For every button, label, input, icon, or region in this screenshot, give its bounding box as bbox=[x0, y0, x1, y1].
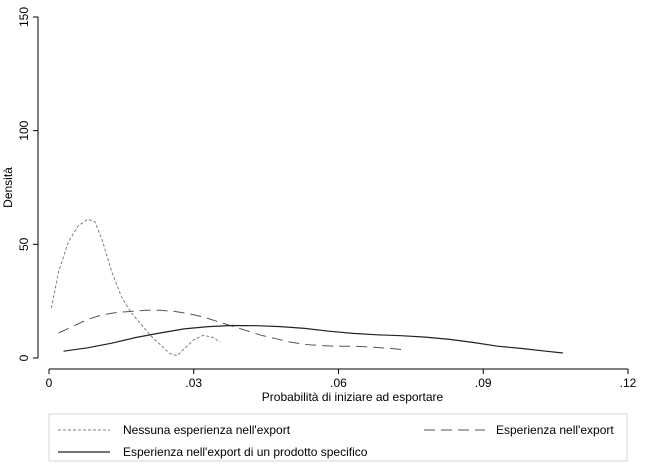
x-axis-title: Probabilità di iniziare ad esportare bbox=[262, 390, 444, 404]
legend-label-1: Nessuna esperienza nell'export bbox=[123, 423, 291, 437]
x-tick-label: 0 bbox=[46, 376, 53, 390]
x-tick-label: .06 bbox=[330, 376, 347, 390]
series-layer bbox=[50, 218, 563, 357]
x-tick-label: .12 bbox=[620, 376, 637, 390]
y-tick-label: 100 bbox=[17, 120, 31, 140]
series-line-2 bbox=[58, 309, 407, 351]
y-tick-label: 0 bbox=[17, 354, 31, 361]
legend-box bbox=[48, 413, 628, 462]
axes: 0 .03 .06 .09 .12 0 50 100 150 bbox=[17, 7, 637, 390]
x-tick-label: .03 bbox=[185, 376, 202, 390]
legend-label-2: Esperienza nell'export bbox=[496, 423, 614, 437]
series-line-3 bbox=[63, 324, 563, 354]
y-axis-title: Densità bbox=[1, 167, 15, 208]
y-tick-label: 50 bbox=[17, 237, 31, 251]
y-tick-label: 150 bbox=[17, 7, 31, 27]
series-line-1 bbox=[50, 218, 221, 357]
legend: Nessuna esperienza nell'export Esperienza… bbox=[58, 423, 614, 459]
x-tick-label: .09 bbox=[475, 376, 492, 390]
legend-label-3: Esperienza nell'export di un prodotto sp… bbox=[123, 445, 368, 459]
